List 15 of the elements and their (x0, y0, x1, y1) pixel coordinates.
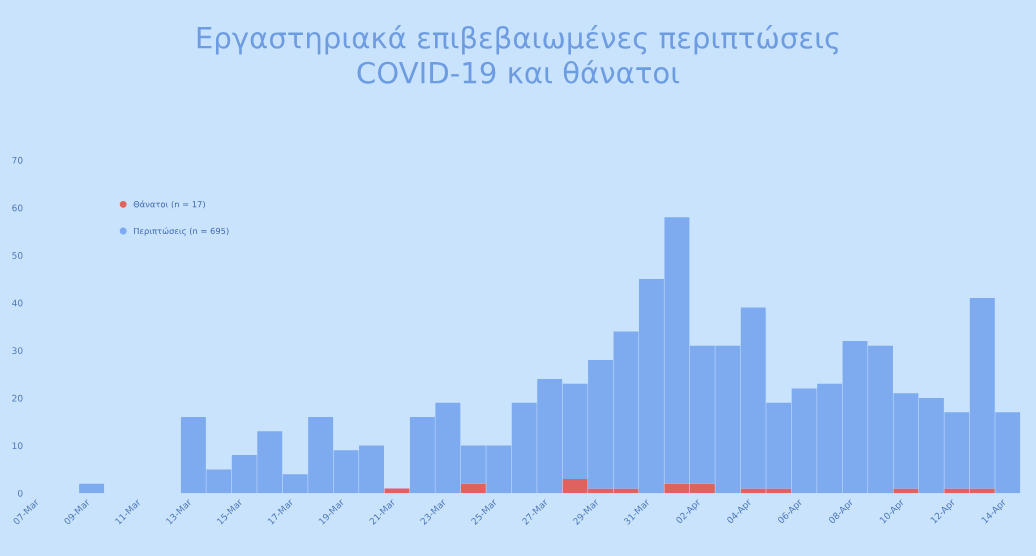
bar (893, 488, 919, 494)
y-tick-label: 60 (12, 204, 23, 212)
bar (384, 488, 410, 494)
y-tick-label: 20 (12, 394, 23, 402)
y-tick-label: 70 (12, 156, 23, 164)
legend-label: Περιπτώσεις (n = 695) (134, 227, 229, 236)
bar (460, 483, 486, 494)
y-tick-label: 50 (12, 252, 23, 259)
y-tick-label: 30 (12, 347, 23, 354)
y-tick-label: 40 (12, 299, 23, 307)
y-tick-label: 10 (12, 442, 23, 450)
bar (79, 483, 105, 494)
chart-title: Εργαστηριακά επιβεβαιωμένες περιπτώσεις COVID-19 και θάνατοι (197, 25, 839, 84)
legend-label: Θάνατοι (n = 17) (133, 200, 205, 209)
y-tick-label: 0 (17, 489, 23, 497)
